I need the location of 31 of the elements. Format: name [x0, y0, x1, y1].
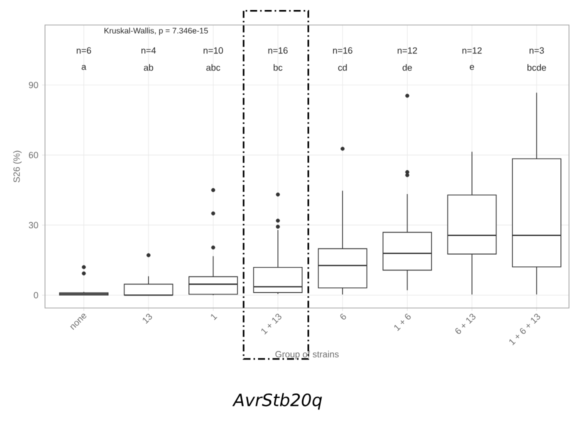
x-tick-label: 1 + 6	[394, 314, 411, 331]
x-tick-label: 13	[142, 314, 152, 324]
x-tick-label: 1	[210, 314, 218, 320]
annotation: bcde	[527, 64, 546, 71]
annotation: abc	[206, 64, 220, 71]
annotation: n=16	[268, 47, 288, 54]
annotation: de	[402, 64, 412, 71]
x-tick-label: 6	[340, 314, 346, 320]
annotation: n=3	[530, 47, 544, 54]
y-tick-label: 60	[28, 152, 38, 158]
annotation: ab	[144, 64, 154, 71]
x-tick-label: 1 + 13	[261, 314, 282, 335]
annotation: e	[470, 64, 474, 70]
annotation: a	[82, 64, 86, 70]
y-axis-title: S26 (%)	[13, 150, 22, 182]
annotation: n=12	[462, 47, 482, 54]
x-tick-label: 1 + 6 + 13	[509, 314, 540, 346]
y-tick-label: 90	[28, 82, 38, 88]
annotation: n=10	[204, 47, 223, 54]
y-tick-label: 30	[28, 222, 38, 228]
annotation: n=6	[76, 47, 92, 54]
y-tick-label: 0	[34, 292, 38, 298]
annotation: cd	[338, 64, 347, 71]
text: AvrStb20q	[232, 393, 322, 410]
annotation: n=16	[333, 47, 352, 54]
annotation: n=4	[141, 47, 156, 54]
annotation: Kruskal-Wallis, p = 7.346e-15	[104, 28, 208, 36]
annotation: bc	[274, 64, 282, 71]
x-axis-title: Group of strains	[275, 350, 339, 360]
annotation: n=12	[398, 47, 417, 54]
x-tick-label: 6 + 13	[455, 314, 476, 334]
